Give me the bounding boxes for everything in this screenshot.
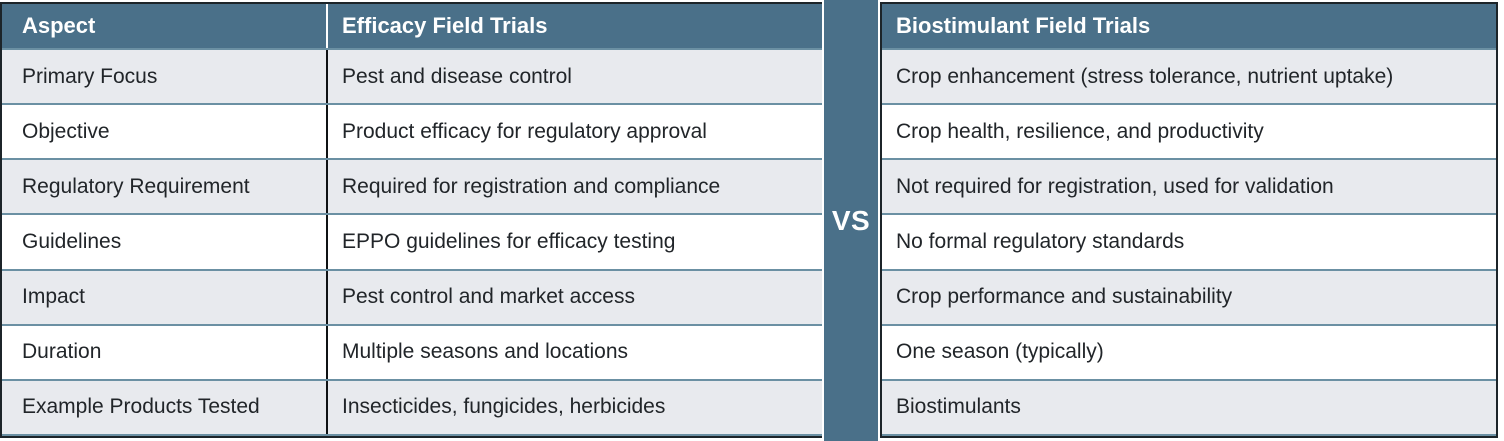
- table-row: No formal regulatory standards: [882, 213, 1496, 269]
- aspect-cell: Impact: [22, 285, 86, 309]
- table-row: Duration Multiple seasons and locations: [2, 323, 822, 379]
- vs-divider: VS: [824, 0, 878, 441]
- vs-label: VS: [831, 204, 871, 236]
- value-cell: No formal regulatory standards: [896, 229, 1185, 253]
- value-cell: Multiple seasons and locations: [326, 325, 822, 379]
- aspect-cell: Duration: [22, 340, 102, 364]
- header-cell-aspect: Aspect: [22, 13, 96, 38]
- value-cell: Crop enhancement (stress tolerance, nutr…: [896, 64, 1394, 88]
- value-cell: Crop performance and sustainability: [896, 285, 1233, 309]
- value-cell: Pest control and market access: [326, 270, 822, 324]
- aspect-cell: Example Products Tested: [22, 395, 260, 419]
- table-row: Primary Focus Pest and disease control: [2, 48, 822, 104]
- table-row: Crop health, resilience, and productivit…: [882, 103, 1496, 159]
- header-cell-biostimulant: Biostimulant Field Trials: [896, 13, 1151, 38]
- biostimulant-table: Biostimulant Field Trials Crop enhanceme…: [880, 2, 1498, 438]
- aspect-cell: Primary Focus: [22, 64, 158, 88]
- value-cell: Insecticides, fungicides, herbicides: [326, 380, 822, 434]
- table-row: Impact Pest control and market access: [2, 268, 822, 324]
- value-cell: Not required for registration, used for …: [896, 174, 1334, 198]
- value-cell: Required for registration and compliance: [326, 160, 822, 214]
- table-row: Example Products Tested Insecticides, fu…: [2, 378, 822, 436]
- table-row: Objective Product efficacy for regulator…: [2, 103, 822, 159]
- table-row: Guidelines EPPO guidelines for efficacy …: [2, 213, 822, 269]
- value-cell: One season (typically): [896, 340, 1104, 364]
- aspect-cell: Objective: [22, 119, 110, 143]
- aspect-cell: Guidelines: [22, 229, 122, 253]
- table-row: One season (typically): [882, 323, 1496, 379]
- value-cell: Product efficacy for regulatory approval: [326, 105, 822, 159]
- table-row: Not required for registration, used for …: [882, 158, 1496, 214]
- value-cell: Biostimulants: [896, 395, 1021, 419]
- table-row: Regulatory Requirement Required for regi…: [2, 158, 822, 214]
- table-row: Biostimulants: [882, 378, 1496, 436]
- table-row: Crop performance and sustainability: [882, 268, 1496, 324]
- table-header-row: Biostimulant Field Trials: [882, 4, 1496, 48]
- value-cell: Crop health, resilience, and productivit…: [896, 119, 1264, 143]
- aspect-cell: Regulatory Requirement: [22, 174, 250, 198]
- table-header-row: Aspect Efficacy Field Trials: [2, 4, 822, 48]
- value-cell: EPPO guidelines for efficacy testing: [326, 215, 822, 269]
- efficacy-table: Aspect Efficacy Field Trials Primary Foc…: [0, 2, 822, 438]
- header-cell-efficacy: Efficacy Field Trials: [326, 4, 822, 48]
- table-row: Crop enhancement (stress tolerance, nutr…: [882, 48, 1496, 104]
- value-cell: Pest and disease control: [326, 50, 822, 104]
